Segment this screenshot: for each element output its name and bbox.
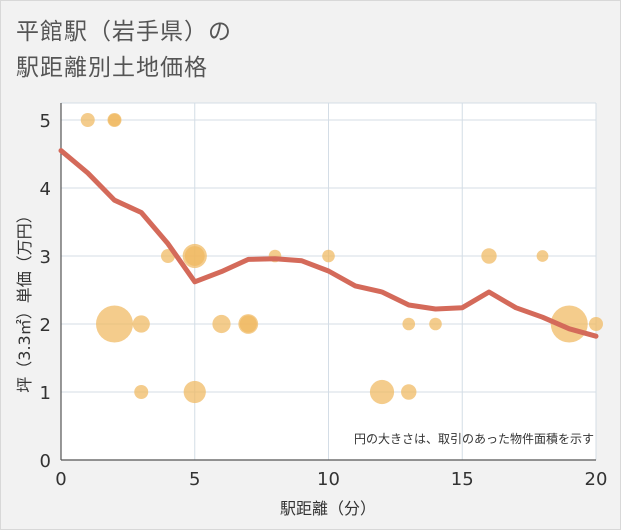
x-tick-label-2: 10 xyxy=(317,469,340,490)
y-tick-label-1: 1 xyxy=(40,383,51,404)
bubble-15 xyxy=(369,379,395,405)
y-tick-label-3: 3 xyxy=(40,247,51,268)
trend-line xyxy=(58,148,599,339)
x-tick-label-0: 0 xyxy=(55,469,66,490)
y-axis-label: 坪（3.3㎡）単価（万円） xyxy=(15,207,34,392)
x-tick-label-3: 15 xyxy=(451,469,474,490)
bubble-2 xyxy=(108,113,121,127)
bubble-14 xyxy=(322,249,335,263)
trend-line-group xyxy=(58,148,599,339)
y-tick-labels: 0 1 2 3 4 5 xyxy=(40,111,51,472)
bubble-16 xyxy=(402,317,416,331)
y-tick-label-0: 0 xyxy=(40,451,51,472)
x-tick-label-1: 5 xyxy=(189,469,200,490)
bubble-0 xyxy=(80,113,95,127)
bubble-17 xyxy=(401,384,417,400)
bubble-12 xyxy=(239,315,257,333)
title-line-2: 駅距離別土地価格 xyxy=(16,55,208,81)
bubble-9 xyxy=(183,380,206,404)
y-tick-label-4: 4 xyxy=(40,179,51,200)
bubble-20 xyxy=(536,250,549,262)
bubble-size-note: 円の大きさは、取引のあった物件面積を示す xyxy=(354,431,594,446)
bubble-19 xyxy=(481,248,497,264)
bubble-8 xyxy=(184,246,205,266)
title-line-1: 平館駅（岩手県）の xyxy=(16,19,232,45)
bubble-18 xyxy=(429,317,442,331)
x-tick-labels: 0 5 10 15 20 xyxy=(55,469,607,490)
bubble-3 xyxy=(96,305,133,343)
y-tick-label-2: 2 xyxy=(40,315,51,336)
bubble-22 xyxy=(589,317,603,331)
x-tick-label-4: 20 xyxy=(585,469,608,490)
y-tick-label-5: 5 xyxy=(40,111,51,132)
bubble-5 xyxy=(134,385,149,399)
bubble-10 xyxy=(212,314,231,334)
x-axis-label: 駅距離（分） xyxy=(280,499,376,518)
chart-title: 平館駅（岩手県）の 駅距離別土地価格 xyxy=(16,14,232,86)
bubble-4 xyxy=(132,315,150,333)
